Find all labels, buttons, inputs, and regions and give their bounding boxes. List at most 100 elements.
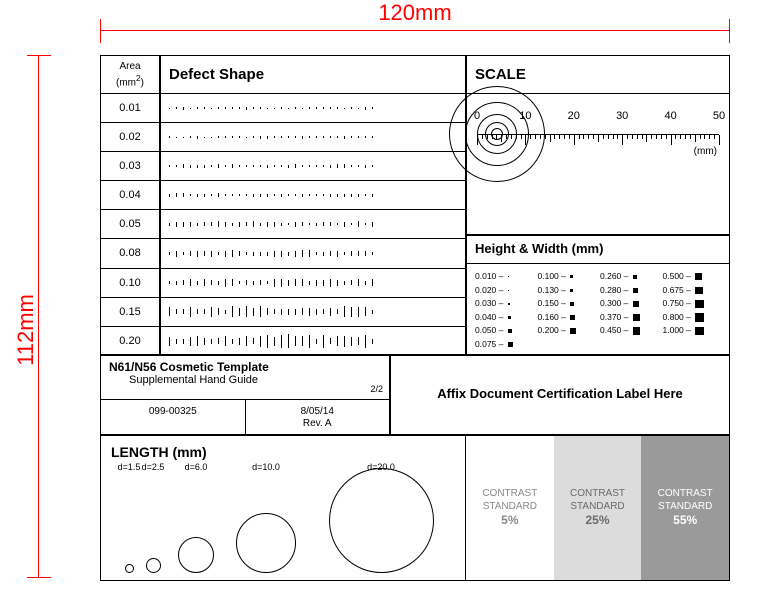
part-number: 099-00325 [101, 400, 246, 435]
affix-label-area: Affix Document Certification Label Here [390, 355, 730, 435]
template-subtitle: Supplemental Hand Guide [109, 374, 381, 386]
defect-row [161, 94, 465, 123]
hw-value: 1.000 – [663, 324, 722, 338]
hw-column: 0.100 – 0.130 – 0.150 – 0.160 – 0.200 – [538, 270, 597, 352]
hw-value: 0.040 – [475, 311, 534, 325]
hw-value: 0.200 – [538, 324, 597, 338]
hw-value: 0.260 – [600, 270, 659, 284]
scale-ruler: 01020304050 [477, 134, 719, 135]
length-label: d=20.0 [367, 462, 395, 472]
length-circle [178, 537, 214, 573]
hw-column: 0.260 – 0.280 – 0.300 – 0.370 – 0.450 – [600, 270, 659, 352]
area-value: 0.04 [101, 181, 159, 210]
template-title: N61/N56 Cosmetic Template [109, 360, 381, 374]
defect-row [161, 239, 465, 268]
hw-value: 0.010 – [475, 270, 534, 284]
hw-value: 0.160 – [538, 311, 597, 325]
hw-value: 0.100 – [538, 270, 597, 284]
length-section: LENGTH (mm) d=1.5d=2.5 d=6.0 d=10.0 d=20.0 [100, 435, 465, 581]
contrast-swatch: CONTRASTSTANDARD55% [641, 436, 729, 580]
defect-row [161, 210, 465, 239]
hw-value: 0.800 – [663, 311, 722, 325]
ruler-tick [622, 135, 623, 145]
contrast-swatch: CONTRASTSTANDARD5% [466, 436, 554, 580]
dimension-height: 112mm [0, 55, 60, 578]
info-block: N61/N56 Cosmetic Template Supplemental H… [100, 355, 390, 435]
dim-width-label: 120mm [100, 0, 730, 26]
defect-shape-section: Defect Shape [160, 55, 466, 355]
area-value: 0.15 [101, 298, 159, 327]
dim-width-line [100, 30, 730, 31]
dim-height-line [38, 55, 39, 578]
length-label: d=10.0 [252, 462, 280, 472]
defect-row [161, 123, 465, 152]
length-circle [146, 558, 161, 573]
template-card: Area(mm2) 0.010.020.030.040.050.080.100.… [100, 55, 730, 580]
hw-column: 0.500 – 0.675 – 0.750 – 0.800 – 1.000 – [663, 270, 722, 352]
hw-value: 0.020 – [475, 284, 534, 298]
date-rev: 8/05/14 Rev. A [246, 400, 390, 435]
contrast-section: CONTRASTSTANDARD5%CONTRASTSTANDARD25%CON… [465, 435, 730, 581]
defect-row [161, 181, 465, 210]
ruler-label: 10 [519, 110, 531, 122]
hw-value: 0.300 – [600, 297, 659, 311]
length-circle [236, 513, 296, 573]
scale-body: 01020304050 (mm) [467, 94, 729, 234]
hw-column: 0.010 – 0.020 – 0.030 – 0.040 – 0.050 – … [475, 270, 534, 352]
hw-value: 0.450 – [600, 324, 659, 338]
length-label: d=6.0 [185, 462, 208, 472]
ruler-tick [525, 135, 526, 145]
scale-unit: (mm) [694, 146, 717, 157]
ruler-label: 40 [664, 110, 676, 122]
area-value: 0.20 [101, 327, 159, 356]
hw-value: 0.050 – [475, 324, 534, 338]
area-value: 0.10 [101, 269, 159, 298]
hw-value: 0.675 – [663, 284, 722, 298]
hw-body: 0.010 – 0.020 – 0.030 – 0.040 – 0.050 – … [467, 264, 729, 358]
area-value: 0.01 [101, 94, 159, 123]
info-bottom-row: 099-00325 8/05/14 Rev. A [101, 400, 389, 435]
ruler-label: 30 [616, 110, 628, 122]
hw-header: Height & Width (mm) [467, 236, 729, 264]
hw-value: 0.500 – [663, 270, 722, 284]
area-value: 0.02 [101, 123, 159, 152]
height-width-section: Height & Width (mm) 0.010 – 0.020 – 0.03… [466, 235, 730, 355]
dimension-width: 120mm [100, 0, 730, 40]
area-header: Area(mm2) [101, 56, 159, 94]
hw-value: 0.150 – [538, 297, 597, 311]
ruler-label: 20 [568, 110, 580, 122]
length-header: LENGTH (mm) [101, 436, 465, 462]
area-column: Area(mm2) 0.010.020.030.040.050.080.100.… [100, 55, 160, 355]
ruler-label: 0 [474, 110, 480, 122]
hw-value: 0.130 – [538, 284, 597, 298]
contrast-swatch: CONTRASTSTANDARD25% [554, 436, 642, 580]
length-label: d=2.5 [142, 462, 165, 472]
area-value: 0.03 [101, 152, 159, 181]
defect-row [161, 152, 465, 181]
area-value: 0.05 [101, 210, 159, 239]
defect-header: Defect Shape [161, 56, 465, 94]
ruler-tick [719, 135, 720, 145]
defect-row [161, 327, 465, 356]
info-title-row: N61/N56 Cosmetic Template Supplemental H… [101, 356, 389, 400]
ruler-tick [574, 135, 575, 145]
length-label: d=1.5 [118, 462, 141, 472]
ruler-tick [477, 135, 478, 145]
area-value: 0.08 [101, 239, 159, 268]
length-body: d=1.5d=2.5 d=6.0 d=10.0 d=20.0 [101, 462, 465, 577]
affix-text: Affix Document Certification Label Here [437, 386, 683, 401]
hw-value: 0.075 – [475, 338, 534, 352]
defect-row [161, 269, 465, 298]
hw-value: 0.030 – [475, 297, 534, 311]
ruler-tick [671, 135, 672, 145]
hw-value: 0.750 – [663, 297, 722, 311]
length-circle [329, 468, 434, 573]
defect-row [161, 298, 465, 327]
hw-value: 0.280 – [600, 284, 659, 298]
length-circle [125, 564, 134, 573]
ruler-label: 50 [713, 110, 725, 122]
dim-height-label: 112mm [13, 294, 39, 366]
page-number: 2/2 [370, 384, 383, 394]
hw-value: 0.370 – [600, 311, 659, 325]
scale-section: SCALE 01020304050 (mm) [466, 55, 730, 235]
